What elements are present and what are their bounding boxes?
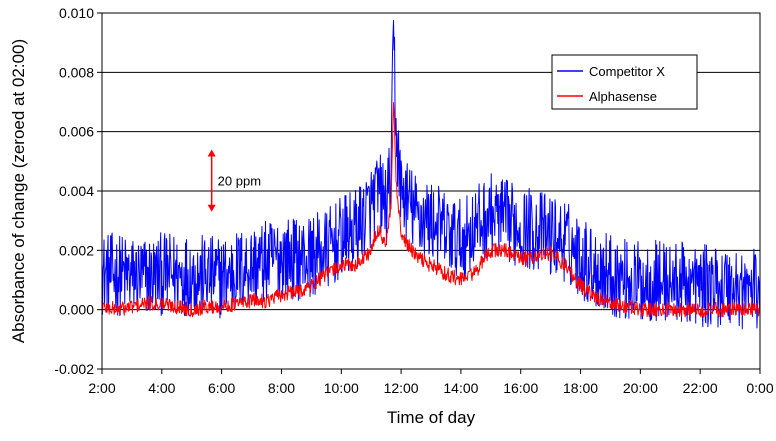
x-tick-label: 22:00 [683,380,718,396]
x-tick-label: 6:00 [208,380,235,396]
x-tick-label: 10:00 [324,380,359,396]
x-tick-label: 2:00 [88,380,115,396]
ppm-annotation: 20 ppm [207,149,261,212]
series-line-competitor-x [101,19,761,330]
x-tick-label: 18:00 [563,380,598,396]
plot-series [101,19,761,330]
y-tick-label: 0.000 [59,302,94,318]
y-tick-label: 0.004 [59,183,94,199]
x-tick-label: 12:00 [384,380,419,396]
x-tick-label: 8:00 [268,380,295,396]
y-tick-label: 0.002 [59,242,94,258]
y-tick-label: 0.006 [59,124,94,140]
y-tick-label: 0.008 [59,64,94,80]
series-line-alphasense [101,102,761,318]
x-tick-label: 4:00 [148,380,175,396]
y-tick-label: 0.010 [59,5,94,21]
ppm-arrow-up-icon [207,149,216,157]
y-axis-label: Absorbance of change (zeroed at 02:00) [9,39,28,343]
x-tick-label: 0:00 [746,380,773,396]
x-tick-label: 14:00 [443,380,478,396]
x-tick-label: 20:00 [623,380,658,396]
x-axis-label: Time of day [387,408,476,427]
legend: Competitor X Alphasense [551,54,698,110]
legend-label-alphasense: Alphasense [589,89,657,104]
ppm-arrow-down-icon [207,204,216,212]
x-axis-ticks: 2:00 4:00 6:00 8:00 10:00 12:00 14:00 16:00 18:0… [88,369,774,396]
legend-box [551,54,698,110]
y-tick-label: -0.002 [54,361,94,377]
y-axis-ticks: -0.002 0.000 0.002 0.004 0.006 0.008 0.010 [54,5,102,377]
x-tick-label: 16:00 [503,380,538,396]
ppm-annotation-label: 20 ppm [218,174,261,189]
legend-label-competitor-x: Competitor X [589,64,665,79]
